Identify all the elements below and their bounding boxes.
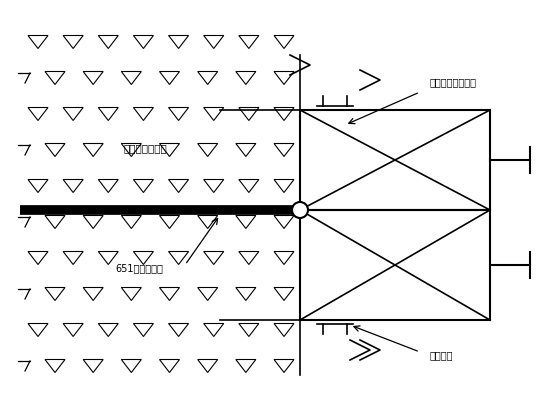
Bar [300, 210, 490, 320]
Text: 夹具固定于模板上: 夹具固定于模板上 [430, 77, 477, 87]
Text: 指头模板: 指头模板 [430, 350, 454, 360]
Text: 先期浇筑混凝土: 先期浇筑混凝土 [123, 143, 167, 153]
Text: 651橡胶止水带: 651橡胶止水带 [115, 263, 163, 273]
Circle shape [292, 202, 308, 218]
Bar [300, 110, 490, 210]
